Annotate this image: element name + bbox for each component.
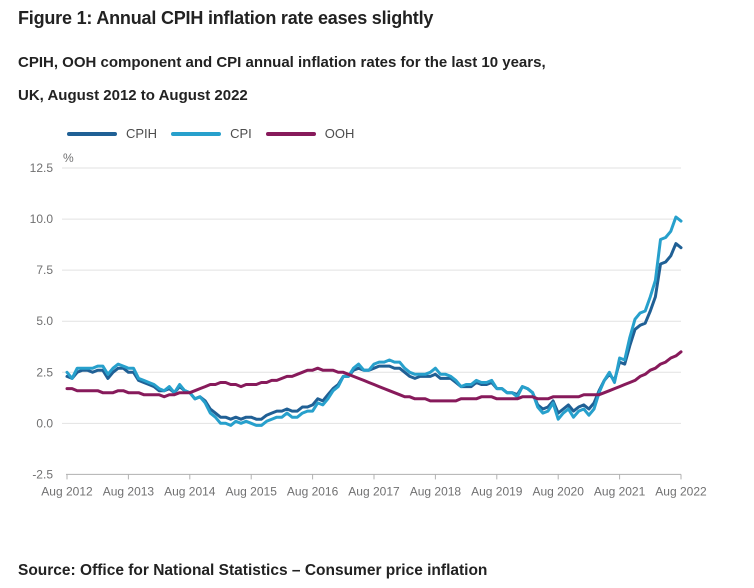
- legend-label-cpih: CPIH: [126, 126, 158, 141]
- cpi-line: [65, 215, 683, 427]
- x-axis-tick-label: Aug 2019: [471, 484, 523, 498]
- source-text: Source: Office for National Statistics –…: [18, 562, 488, 579]
- inflation-line-chart: 12.5 10.0 7.5 5.0 2.5 0.0 -2.5% Aug 2012 Aug 201…: [30, 151, 707, 498]
- y-axis-tick-label: 2.5: [36, 365, 53, 379]
- y-axis-unit-label: %: [63, 151, 74, 165]
- y-axis-tick-label: 7.5: [36, 263, 53, 277]
- x-axis-tick-label: Aug 2012: [41, 484, 93, 498]
- figure-subtitle-line1: CPIH, OOH component and CPI annual infla…: [18, 54, 546, 71]
- legend-item-cpih: CPIH: [67, 126, 157, 141]
- x-axis-tick-label: Aug 2015: [226, 484, 278, 498]
- x-axis-tick-label: Aug 2013: [103, 484, 155, 498]
- x-axis-tick-label: Aug 2016: [287, 484, 339, 498]
- x-axis-tick-label: Aug 2020: [533, 484, 585, 498]
- x-axis-tick-label: Aug 2018: [410, 484, 462, 498]
- legend-item-ooh: OOH: [265, 126, 355, 141]
- x-axis-tick-label: Aug 2022: [655, 484, 707, 498]
- legend-label-ooh: OOH: [324, 126, 355, 141]
- legend-item-cpi: CPI: [171, 126, 252, 141]
- y-axis-tick-label: 12.5: [30, 161, 54, 175]
- x-axis-tick-label: Aug 2021: [594, 484, 646, 498]
- y-axis-tick-label: 0.0: [36, 416, 53, 430]
- y-axis-tick-label: 5.0: [36, 314, 53, 328]
- chart-legend: CPIH CPI OOH: [67, 126, 354, 141]
- cpi-line-swatch-icon: [171, 131, 222, 136]
- legend-label-cpi: CPI: [230, 126, 252, 141]
- x-axis-tick-label: Aug 2014: [164, 484, 216, 498]
- figure-subtitle-line2: UK, August 2012 to August 2022: [18, 87, 248, 104]
- cpih-line-swatch-icon: [67, 131, 117, 136]
- x-axis-tick-label: Aug 2017: [348, 484, 400, 498]
- figure-title: Figure 1: Annual CPIH inflation rate eas…: [18, 8, 434, 28]
- ooh-line-swatch-icon: [265, 131, 316, 136]
- y-axis-tick-label: -2.5: [32, 467, 53, 481]
- ooh-line: [65, 350, 683, 403]
- y-axis-tick-label: 10.0: [30, 212, 54, 226]
